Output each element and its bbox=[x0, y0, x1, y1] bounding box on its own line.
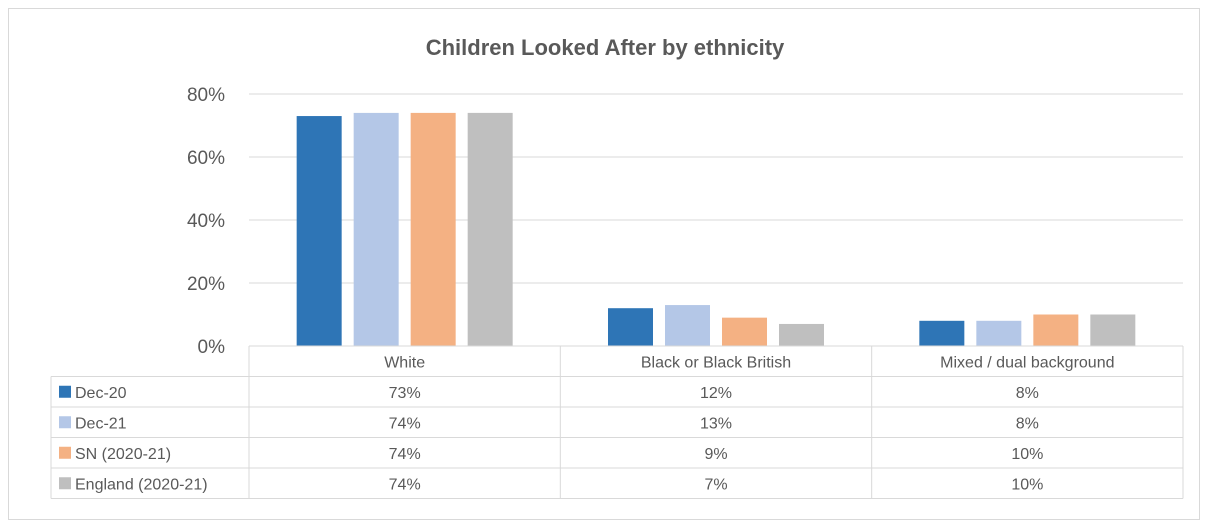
y-tick-label: 0% bbox=[198, 337, 226, 358]
legend-label: Dec-21 bbox=[75, 415, 127, 432]
bar bbox=[467, 112, 513, 347]
data-label: 12% bbox=[700, 385, 732, 402]
bar bbox=[1033, 314, 1079, 346]
bar bbox=[410, 112, 456, 347]
data-label: 10% bbox=[1011, 476, 1043, 493]
chart-title: Children Looked After by ethnicity bbox=[426, 35, 785, 60]
legend-label: Dec-20 bbox=[75, 385, 127, 402]
bar bbox=[919, 320, 965, 346]
bar bbox=[1090, 314, 1136, 346]
category-label: White bbox=[384, 354, 425, 371]
legend-swatch bbox=[59, 416, 71, 429]
bar bbox=[722, 317, 767, 346]
data-label: 13% bbox=[700, 415, 732, 432]
legend-label: SN (2020-21) bbox=[75, 446, 171, 463]
bar-chart: Children Looked After by ethnicity 0% 20%… bbox=[50, 35, 1184, 499]
data-label: 74% bbox=[389, 415, 421, 432]
y-tick-label: 60% bbox=[187, 148, 225, 169]
y-tick-label: 40% bbox=[187, 211, 225, 232]
bar bbox=[665, 305, 710, 346]
data-label: 74% bbox=[389, 446, 421, 463]
category-label: Mixed / dual background bbox=[940, 354, 1114, 371]
data-label: 7% bbox=[704, 476, 727, 493]
y-tick-label: 80% bbox=[187, 85, 225, 106]
legend-swatch bbox=[59, 385, 71, 398]
bar bbox=[296, 116, 342, 346]
bar bbox=[353, 112, 399, 347]
data-label: 10% bbox=[1011, 446, 1043, 463]
data-label: 73% bbox=[389, 385, 421, 402]
legend-label: England (2020-21) bbox=[75, 476, 208, 493]
bar bbox=[976, 320, 1022, 346]
data-label: 8% bbox=[1016, 385, 1039, 402]
category-label: Black or Black British bbox=[641, 354, 791, 371]
data-label: 74% bbox=[389, 476, 421, 493]
bar bbox=[779, 323, 824, 346]
data-label: 9% bbox=[704, 446, 727, 463]
chart-frame: Children Looked After by ethnicity 0% 20%… bbox=[8, 8, 1200, 520]
y-tick-label: 20% bbox=[187, 274, 225, 295]
data-label: 8% bbox=[1016, 415, 1039, 432]
bar bbox=[608, 308, 653, 346]
legend-swatch bbox=[59, 446, 71, 459]
legend-swatch bbox=[59, 477, 71, 490]
